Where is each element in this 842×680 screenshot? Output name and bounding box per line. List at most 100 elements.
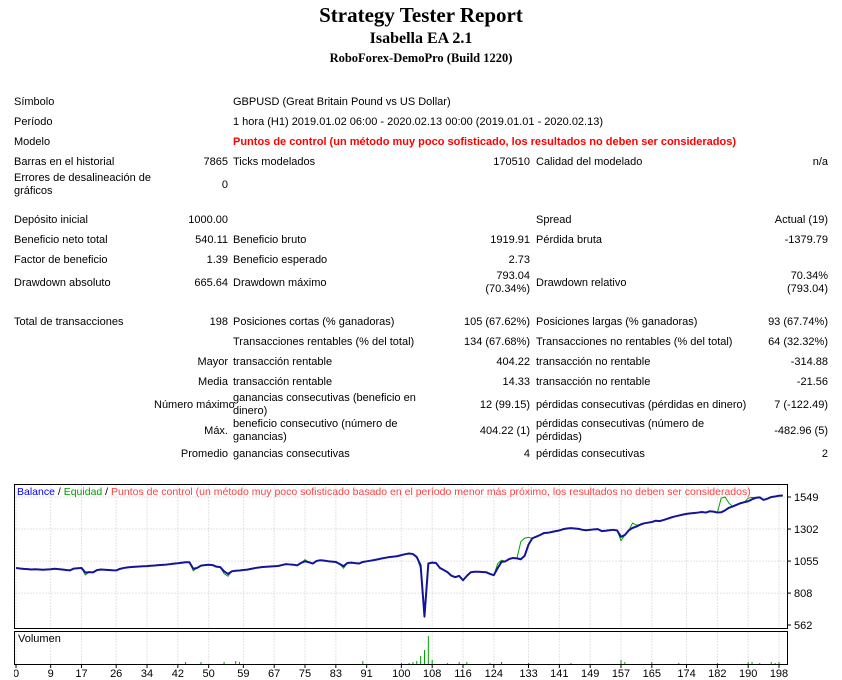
report-cell: n/a bbox=[812, 155, 828, 168]
x-axis-label: 141 bbox=[550, 668, 568, 680]
report-cell: Media bbox=[198, 375, 228, 388]
x-axis-label: 108 bbox=[423, 668, 441, 680]
report-cell: Drawdown relativo bbox=[536, 276, 627, 289]
report-cell: Spread bbox=[536, 213, 572, 226]
report-cell: 198 bbox=[209, 315, 228, 328]
report-row: Drawdown absoluto 665.64 Drawdown máximo 79… bbox=[14, 270, 828, 296]
report-cell: Modelo bbox=[14, 135, 51, 148]
y-axis-label: 1549 bbox=[794, 492, 818, 504]
report-cell: pérdidas consecutivas (número de pérdida… bbox=[536, 418, 705, 443]
report-row: Máx. beneficio consecutivo (número de gan… bbox=[14, 418, 828, 444]
report-table: Símbolo GBPUSD (Great Britain Pound vs US… bbox=[14, 92, 828, 464]
x-axis-label: 124 bbox=[485, 668, 503, 680]
row-spacer bbox=[14, 198, 828, 210]
balance-chart: 0 9 17 26 34 42 50 59 67 75 83 91 100 108 116 124 133 141… bbox=[13, 484, 828, 680]
report-cell: Actual (19) bbox=[774, 213, 828, 226]
volume-panel-border bbox=[14, 631, 788, 665]
x-axis-label: 42 bbox=[172, 668, 184, 680]
legend-equity-label: Equidad bbox=[64, 486, 103, 498]
x-axis-label: 9 bbox=[48, 668, 54, 680]
x-axis-label: 133 bbox=[519, 668, 537, 680]
x-axis-label: 75 bbox=[299, 668, 311, 680]
report-cell: -482.96 (5) bbox=[774, 424, 828, 437]
volume-panel-label: Volumen bbox=[18, 633, 61, 645]
report-cell: GBPUSD (Great Britain Pound vs US Dollar… bbox=[233, 95, 451, 108]
main-panel-bg bbox=[14, 484, 788, 629]
report-cell: Símbolo bbox=[14, 95, 55, 108]
report-cell: 793.04 (70.34%) bbox=[485, 270, 530, 295]
report-cell: 14.33 bbox=[502, 375, 530, 388]
legend-model-note: Puntos de control (un método muy poco so… bbox=[111, 486, 751, 498]
report-row: Símbolo GBPUSD (Great Britain Pound vs US… bbox=[14, 92, 828, 112]
report-cell: pérdidas consecutivas (pérdidas en diner… bbox=[536, 398, 747, 411]
report-row: Transacciones rentables (% del total) 134… bbox=[14, 332, 828, 352]
report-cell: Calidad del modelado bbox=[536, 155, 643, 168]
x-axis-label: 34 bbox=[141, 668, 153, 680]
report-row: Mayor transacción rentable 404.22 transacci… bbox=[14, 352, 828, 372]
report-cell: 70.34% (793.04) bbox=[787, 270, 828, 295]
ea-name: Isabella EA 2.1 bbox=[369, 30, 473, 47]
report-cell: 665.64 bbox=[194, 276, 228, 289]
x-axis-label: 157 bbox=[612, 668, 630, 680]
report-cell: 1 hora (H1) 2019.01.02 06:00 - 2020.02.1… bbox=[233, 115, 604, 128]
report-cell: 2 bbox=[821, 447, 828, 460]
report-cell: 12 (99.15) bbox=[479, 398, 530, 411]
report-cell: 7 (-122.49) bbox=[774, 398, 828, 411]
x-axis-label: 67 bbox=[268, 668, 280, 680]
y-axis-label: 1302 bbox=[794, 524, 818, 536]
report-cell: Puntos de control (un método muy poco so… bbox=[233, 135, 737, 148]
report-cell: 1.39 bbox=[206, 253, 228, 266]
report-row: Promedio ganancias consecutivas 4 pérdidas … bbox=[14, 444, 828, 464]
server-build: RoboForex-DemoPro (Build 1220) bbox=[329, 51, 513, 65]
report-cell: Transacciones no rentables (% del total) bbox=[536, 335, 733, 348]
report-cell: Ticks modelados bbox=[233, 155, 316, 168]
report-row: Total de transacciones 198 Posiciones cort… bbox=[14, 312, 828, 332]
report-cell: 0 bbox=[221, 178, 228, 191]
y-axis-label: 562 bbox=[794, 620, 812, 632]
report-row: Número máximo ganancias consecutivas (ben… bbox=[14, 392, 828, 418]
report-cell: 134 (67.68%) bbox=[463, 335, 530, 348]
report-row: Período 1 hora (H1) 2019.01.02 06:00 - 20… bbox=[14, 112, 828, 132]
report-cell: ganancias consecutivas (beneficio en din… bbox=[233, 392, 416, 417]
x-axis-label: 83 bbox=[330, 668, 342, 680]
row-spacer bbox=[14, 296, 828, 312]
report-cell: -21.56 bbox=[796, 375, 828, 388]
balance-chart-svg: 0 9 17 26 34 42 50 59 67 75 83 91 100 108 116 124 133 141… bbox=[13, 484, 818, 680]
report-cell: 4 bbox=[523, 447, 530, 460]
report-row: Errores de desalineación de gráficos 0 bbox=[14, 172, 828, 198]
report-cell: 404.22 bbox=[496, 355, 530, 368]
page-title: Strategy Tester Report bbox=[319, 3, 523, 27]
x-axis-label: 17 bbox=[75, 668, 87, 680]
balance-line bbox=[15, 494, 783, 618]
report-cell: 1000.00 bbox=[188, 213, 228, 226]
report-cell: 7865 bbox=[203, 155, 228, 168]
report-cell: Beneficio esperado bbox=[233, 253, 328, 266]
x-axis-label: 198 bbox=[770, 668, 788, 680]
report-row: Modelo Puntos de control (un método muy p… bbox=[14, 132, 828, 152]
report-cell: Máx. bbox=[204, 424, 228, 437]
report-cell: Barras en el historial bbox=[14, 155, 115, 168]
x-axis-label: 91 bbox=[361, 668, 373, 680]
x-axis-label: 149 bbox=[581, 668, 599, 680]
report-cell: Mayor bbox=[197, 355, 228, 368]
x-axis-label: 182 bbox=[708, 668, 726, 680]
report-cell: -1379.79 bbox=[784, 233, 828, 246]
report-row: Barras en el historial 7865 Ticks modelado… bbox=[14, 152, 828, 172]
x-axis-label: 100 bbox=[392, 668, 410, 680]
report-cell: Drawdown absoluto bbox=[14, 276, 111, 289]
equity-line bbox=[516, 536, 533, 559]
report-cell: Transacciones rentables (% del total) bbox=[233, 335, 415, 348]
report-cell: Depósito inicial bbox=[14, 213, 88, 226]
report-cell: 170510 bbox=[493, 155, 530, 168]
report-row: Factor de beneficio 1.39 Beneficio esperad… bbox=[14, 250, 828, 270]
report-cell: pérdidas consecutivas bbox=[536, 447, 645, 460]
y-axis-label: 1055 bbox=[794, 556, 818, 568]
x-axis-label: 0 bbox=[14, 668, 19, 680]
report-header: Strategy Tester Report Isabella EA 2.1 R… bbox=[0, 0, 842, 66]
report-cell: Factor de beneficio bbox=[14, 253, 108, 266]
y-axis-label: 808 bbox=[794, 588, 812, 600]
report-cell: 540.11 bbox=[195, 233, 228, 246]
report-cell: transacción rentable bbox=[233, 355, 333, 368]
report-cell: Drawdown máximo bbox=[233, 276, 327, 289]
x-axis-label: 116 bbox=[454, 668, 472, 680]
